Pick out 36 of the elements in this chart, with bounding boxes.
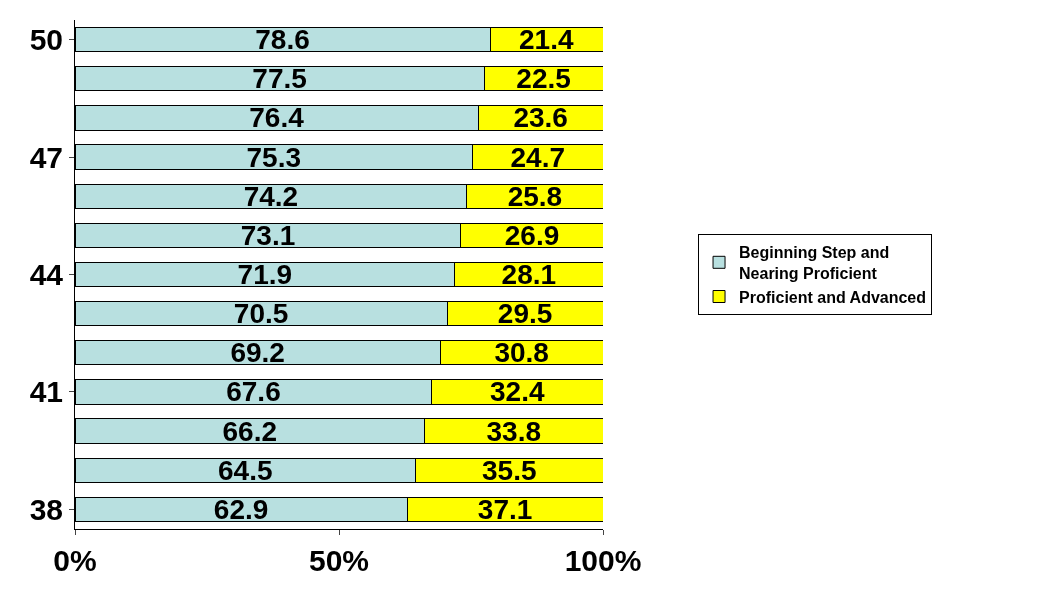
- data-label: 78.6: [255, 24, 310, 56]
- data-label: 69.2: [230, 337, 285, 369]
- data-label: 28.1: [501, 259, 557, 290]
- legend-label: Proficient and Advanced: [739, 288, 927, 306]
- data-label: 75.3: [246, 141, 302, 173]
- data-label: 29.5: [497, 298, 553, 330]
- y-tick-label: 41: [29, 375, 63, 409]
- data-label: 62.9: [213, 493, 269, 525]
- data-label: 33.8: [486, 415, 542, 447]
- data-label: 32.4: [490, 376, 545, 408]
- data-label: 35.5: [482, 454, 537, 486]
- x-tick-label: 50%: [308, 544, 370, 577]
- data-label: 67.6: [226, 376, 281, 408]
- data-label: 71.9: [237, 259, 293, 290]
- data-label: 25.8: [507, 180, 563, 212]
- data-label: 22.5: [516, 63, 571, 95]
- data-label: 64.5: [218, 454, 273, 486]
- data-label: 21.4: [519, 24, 574, 56]
- data-label: 30.8: [494, 337, 549, 369]
- data-label: 26.9: [504, 219, 560, 251]
- y-tick-label: 44: [29, 258, 64, 291]
- data-label: 77.5: [252, 63, 307, 95]
- data-label: 76.4: [249, 102, 305, 134]
- y-tick-label: 50: [29, 23, 63, 57]
- legend-label: Beginning Step and Nearing Proficient: [739, 244, 890, 282]
- data-label: 73.1: [240, 219, 296, 251]
- y-tick-label: 38: [29, 492, 63, 526]
- data-label: 70.5: [233, 298, 289, 330]
- data-label: 74.2: [243, 180, 299, 212]
- data-label: 66.2: [222, 415, 278, 447]
- data-label: 37.1: [477, 493, 533, 525]
- y-tick-label: 47: [29, 140, 63, 174]
- data-label: 24.7: [510, 141, 566, 173]
- x-tick-label: 100%: [564, 544, 642, 577]
- data-label: 23.6: [513, 102, 568, 134]
- x-tick-label: 0%: [53, 544, 97, 577]
